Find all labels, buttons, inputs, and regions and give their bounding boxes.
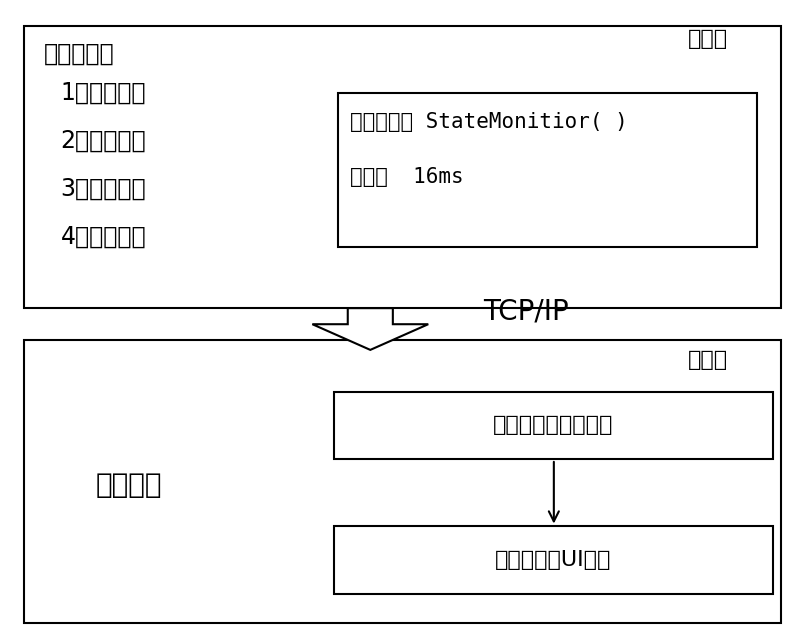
Text: 独立线程: 独立线程 [96, 471, 162, 499]
Text: 2、通信状态: 2、通信状态 [60, 128, 146, 152]
Text: 判断机器人状态变量: 判断机器人状态变量 [493, 415, 613, 435]
Text: 独立线程： StateMonitior( ): 独立线程： StateMonitior( ) [350, 112, 628, 132]
Text: TCP/IP: TCP/IP [483, 297, 569, 325]
Bar [24, 340, 781, 623]
Bar [334, 526, 773, 594]
Text: 监控数据：: 监控数据： [44, 42, 115, 65]
Text: 示教器: 示教器 [688, 350, 729, 370]
Bar [334, 392, 773, 459]
Text: 1、使能状态: 1、使能状态 [60, 80, 146, 104]
Text: 控制器: 控制器 [688, 29, 729, 49]
Text: 3、运行状态: 3、运行状态 [60, 177, 146, 200]
Text: 周期：  16ms: 周期： 16ms [350, 167, 464, 187]
Text: 4、错误信息: 4、错误信息 [60, 225, 146, 248]
Text: 更新示教器UI显示: 更新示教器UI显示 [495, 550, 612, 570]
Bar [24, 26, 781, 308]
Bar [338, 93, 757, 247]
Polygon shape [312, 308, 428, 350]
